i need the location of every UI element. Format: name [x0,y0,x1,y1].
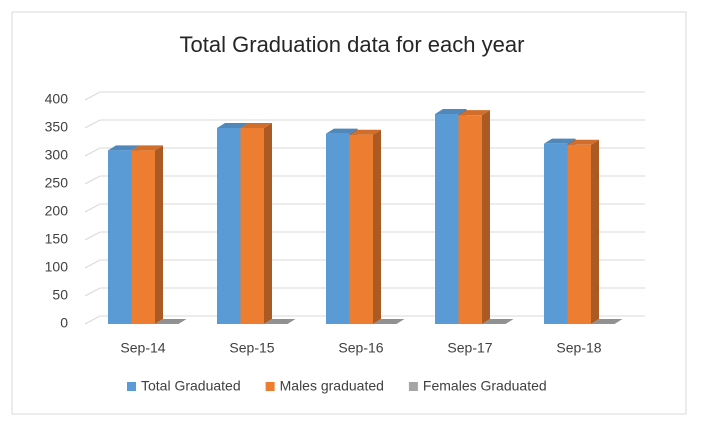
bar-top [264,319,296,324]
y-tick-label: 350 [45,119,69,135]
bar [131,150,155,324]
bar-top [373,319,405,324]
bar [240,128,264,324]
bar-side [373,129,381,324]
legend-label: Total Graduated [141,378,241,394]
bar-side [264,123,272,324]
y-tick-label: 50 [52,287,68,303]
bar-top [567,139,599,145]
x-tick-label: Sep-17 [447,340,492,356]
legend-swatch [127,382,136,391]
y-tick-label: 200 [45,203,69,219]
bar-side [591,139,599,324]
y-tick-label: 100 [45,259,69,275]
bar [349,134,373,324]
x-tick-label: Sep-18 [556,340,601,356]
y-tick-label: 250 [45,175,69,191]
bar [217,128,241,324]
legend-swatch [265,382,275,391]
bar-top [131,145,163,151]
legend-label: Males graduated [280,378,384,394]
bar-top [240,123,272,128]
bar [544,143,568,324]
bar-top [155,319,187,324]
bar-top [326,128,358,134]
bar-side [482,110,490,325]
y-tick-label: 400 [45,91,69,107]
bar-top [591,319,623,324]
bar [108,150,132,324]
legend-swatch [408,382,418,391]
bar-top [108,145,140,151]
chart-title: Total Graduation data for each year [180,32,525,57]
y-tick-label: 0 [60,315,68,331]
bar-top [544,138,576,144]
grid-line [84,91,645,101]
bar-side [155,145,163,324]
y-tick-label: 300 [45,147,69,163]
bar [326,133,350,324]
bar-top [217,123,249,128]
x-tick-label: Sep-15 [229,340,274,356]
bar-top [482,319,514,324]
bar [435,114,459,324]
x-tick-label: Sep-16 [338,340,383,356]
bar-top [349,129,381,135]
y-tick-label: 150 [45,231,69,247]
x-tick-label: Sep-14 [120,340,165,356]
bar-top [458,110,490,116]
bar [458,115,482,325]
bar [567,144,591,324]
bar-top [435,109,467,114]
legend-label: Females Graduated [423,378,547,394]
